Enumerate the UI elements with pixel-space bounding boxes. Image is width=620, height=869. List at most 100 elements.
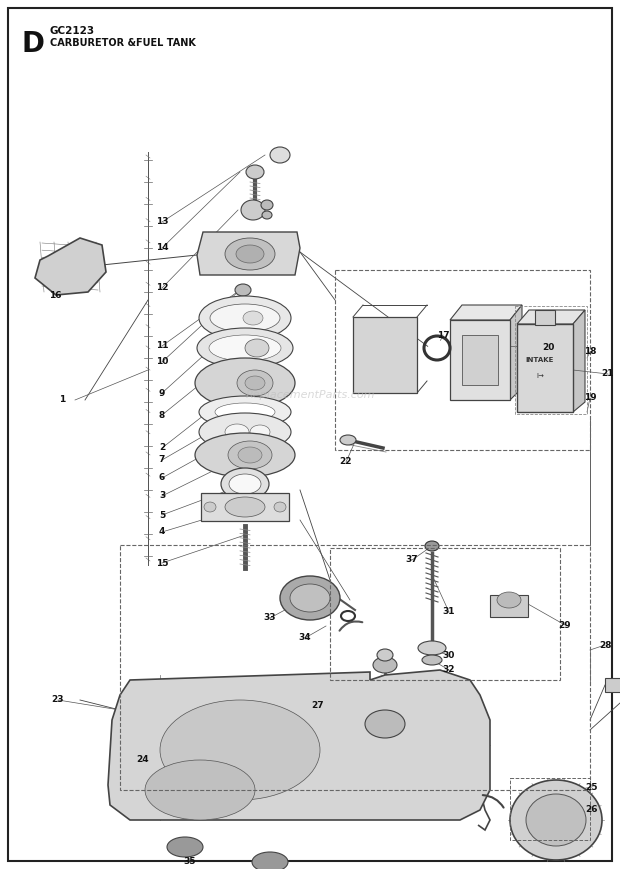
Ellipse shape [497, 592, 521, 608]
Ellipse shape [167, 837, 203, 857]
Text: 2: 2 [159, 443, 165, 453]
Text: 4: 4 [159, 527, 165, 536]
Text: 6: 6 [159, 474, 165, 482]
Text: 25: 25 [586, 782, 598, 792]
Ellipse shape [246, 165, 264, 179]
Text: D: D [22, 30, 45, 58]
Ellipse shape [245, 376, 265, 390]
Ellipse shape [250, 425, 270, 439]
Ellipse shape [204, 502, 216, 512]
Text: 22: 22 [340, 457, 352, 467]
Text: 35: 35 [184, 858, 197, 866]
Bar [535, 310, 555, 325]
Text: 27: 27 [312, 700, 324, 709]
Text: 19: 19 [583, 394, 596, 402]
Bar [515, 306, 587, 414]
Text: INTAKE: INTAKE [526, 357, 554, 363]
Text: 9: 9 [159, 388, 165, 397]
Text: CARBURETOR &FUEL TANK: CARBURETOR &FUEL TANK [50, 38, 196, 48]
Ellipse shape [526, 794, 586, 846]
Ellipse shape [238, 447, 262, 463]
Ellipse shape [236, 245, 264, 263]
Ellipse shape [261, 200, 273, 210]
Text: 21: 21 [602, 369, 614, 379]
Text: 31: 31 [443, 607, 455, 616]
Ellipse shape [195, 433, 295, 477]
Ellipse shape [235, 284, 251, 296]
Text: I→: I→ [536, 373, 544, 379]
Ellipse shape [225, 424, 249, 440]
Text: 24: 24 [136, 755, 149, 765]
Ellipse shape [209, 335, 281, 361]
Bar [201, 493, 289, 521]
Ellipse shape [340, 435, 356, 445]
Text: 5: 5 [159, 510, 165, 520]
Bar [517, 324, 573, 412]
Text: GC2123: GC2123 [50, 26, 95, 36]
Ellipse shape [274, 502, 286, 512]
Text: 8: 8 [159, 410, 165, 420]
Ellipse shape [215, 403, 275, 421]
Ellipse shape [160, 700, 320, 800]
Ellipse shape [422, 655, 442, 665]
Text: 32: 32 [443, 666, 455, 674]
Ellipse shape [229, 474, 261, 494]
Text: 26: 26 [586, 806, 598, 814]
Ellipse shape [199, 396, 291, 428]
Text: 11: 11 [156, 342, 168, 350]
Ellipse shape [252, 852, 288, 869]
Text: 37: 37 [405, 555, 419, 565]
Text: 14: 14 [156, 243, 168, 253]
Ellipse shape [290, 584, 330, 612]
Ellipse shape [377, 649, 393, 661]
Ellipse shape [245, 339, 269, 357]
Bar [605, 678, 620, 692]
Ellipse shape [199, 296, 291, 340]
Polygon shape [35, 238, 106, 295]
Ellipse shape [365, 710, 405, 738]
Text: 34: 34 [299, 634, 311, 642]
Ellipse shape [428, 340, 446, 356]
Ellipse shape [241, 200, 265, 220]
Ellipse shape [225, 497, 265, 517]
Bar [510, 778, 590, 840]
Bar [330, 548, 560, 680]
Bar [120, 545, 590, 790]
Text: 13: 13 [156, 217, 168, 227]
Text: 16: 16 [49, 290, 61, 300]
Polygon shape [197, 232, 300, 275]
Text: 3: 3 [159, 492, 165, 501]
Text: 18: 18 [584, 348, 596, 356]
Bar [450, 320, 510, 400]
Text: 7: 7 [159, 455, 165, 465]
Ellipse shape [373, 657, 397, 673]
Ellipse shape [228, 441, 272, 469]
Polygon shape [510, 305, 522, 400]
Text: 30: 30 [443, 651, 455, 660]
Ellipse shape [243, 311, 263, 325]
Text: 17: 17 [436, 330, 450, 340]
Ellipse shape [280, 576, 340, 620]
Polygon shape [573, 310, 585, 412]
Polygon shape [108, 670, 490, 820]
Text: 29: 29 [559, 620, 571, 629]
Ellipse shape [210, 304, 280, 332]
Text: 23: 23 [51, 695, 64, 705]
Ellipse shape [195, 358, 295, 408]
Ellipse shape [510, 780, 602, 860]
Ellipse shape [237, 370, 273, 396]
Ellipse shape [199, 413, 291, 451]
Text: 10: 10 [156, 357, 168, 367]
Ellipse shape [425, 541, 439, 551]
Ellipse shape [262, 211, 272, 219]
Text: ReplacementParts.com: ReplacementParts.com [246, 390, 374, 401]
Text: 1: 1 [59, 395, 65, 404]
Ellipse shape [197, 328, 293, 368]
Text: 12: 12 [156, 283, 168, 293]
Ellipse shape [418, 641, 446, 655]
Text: 15: 15 [156, 559, 168, 567]
Bar [353, 317, 417, 393]
Ellipse shape [270, 147, 290, 163]
Bar [335, 270, 590, 450]
Polygon shape [450, 305, 522, 320]
